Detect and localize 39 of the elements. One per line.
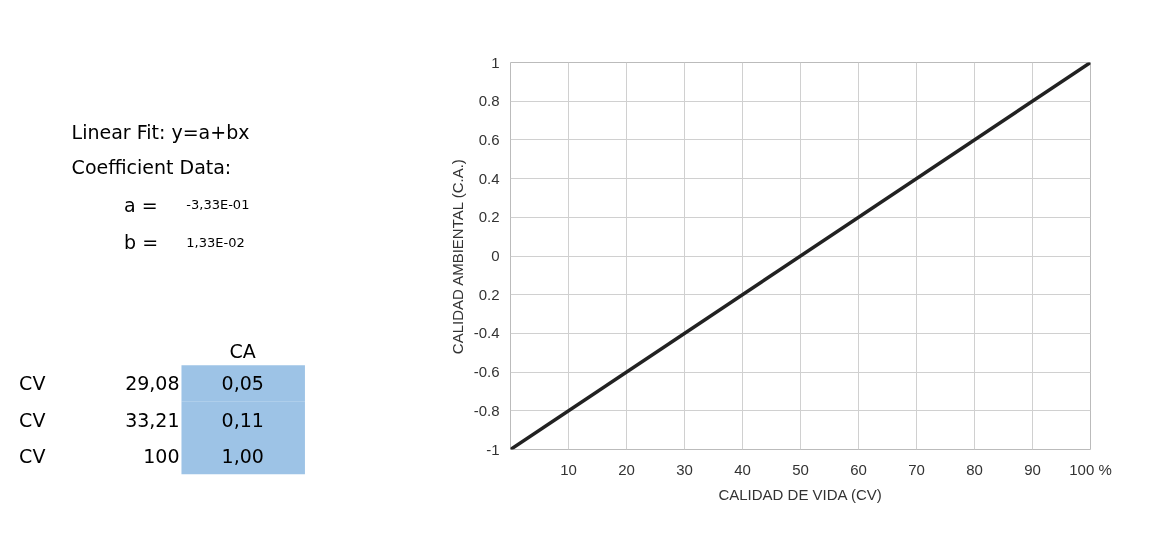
x-tick-label: 70 (908, 460, 925, 478)
y-tick-label: 0.2 (478, 208, 500, 226)
text: 1,33E-02 (186, 234, 245, 250)
x-tick-label: 20 (618, 460, 635, 478)
x-tick-label: 40 (734, 460, 751, 478)
y-tick-label: 0 (491, 247, 500, 264)
x-tick-label: 60 (850, 460, 867, 478)
text: CV (19, 445, 46, 468)
text: -3,33E-01 (186, 197, 250, 213)
text: CA (229, 340, 256, 363)
x-tick-label: 30 (676, 460, 693, 478)
x-axis-title: CALIDAD DE VIDA (CV) (718, 485, 882, 503)
x-tick-label: 80 (966, 460, 983, 478)
y-tick-label: 0.4 (478, 169, 500, 187)
y-tick-label: 0.2 (478, 285, 500, 303)
text: 33,21 (125, 408, 180, 431)
y-tick-label: 1 (491, 53, 500, 71)
y-tick-label: -0.6 (473, 363, 500, 381)
x-tick-label: 90 (1024, 460, 1041, 478)
y-tick-label: -1 (486, 440, 500, 458)
text: 100 (143, 445, 180, 468)
y-tick-label: -0.8 (473, 401, 500, 419)
text: 0,05 (221, 372, 264, 395)
text: Linear Fit: y=a+bx (71, 121, 250, 144)
y-tick-label: -0.4 (473, 324, 500, 342)
y-axis-title: CALIDAD AMBIENTAL (C.A.) (448, 159, 466, 355)
text: CV (19, 372, 46, 395)
text: CV (19, 408, 46, 431)
text: 29,08 (125, 372, 180, 395)
text: b = (124, 231, 159, 254)
x-tick-label: 10 (560, 460, 577, 478)
x-tick-label: 100 % (1069, 460, 1112, 478)
text: Coefficient Data: (71, 156, 232, 179)
text: a = (124, 193, 158, 216)
text: 0,11 (221, 408, 264, 431)
y-tick-label: 0.6 (478, 130, 500, 148)
x-tick-label: 50 (792, 460, 809, 478)
y-tick-label: 0.8 (478, 92, 500, 110)
text: 1,00 (221, 445, 264, 468)
